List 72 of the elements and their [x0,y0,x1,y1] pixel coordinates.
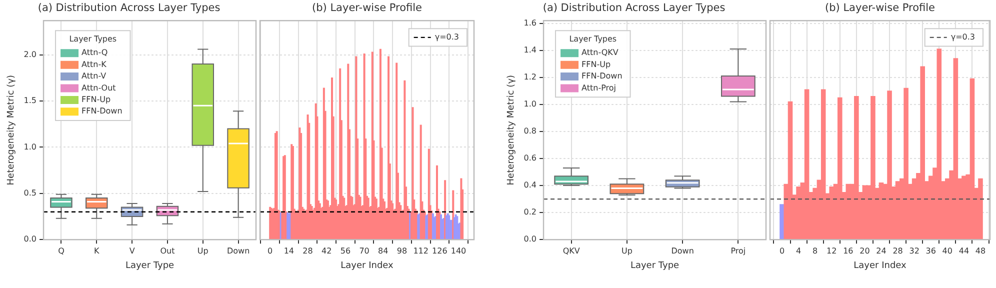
x-tick-label: Proj [730,246,746,256]
y-tick-label: 2.0 [24,50,37,59]
y-tick-label: 1.4 [524,45,537,54]
x-tick-label: 70 [359,246,370,256]
x-axis-title: Layer Type [125,260,175,271]
x-tick-label: V [129,246,136,256]
x-tick-label: 44 [958,246,970,256]
x-tick-label: 56 [340,246,351,256]
x-tick-label: 126 [432,246,448,256]
x-tick-label: Down [226,246,250,256]
x-tick-label: 28 [892,246,903,256]
x-tick-label: 0 [268,246,273,256]
y-tick-label: 0.8 [524,126,537,136]
legend-label: Attn-K [82,60,108,69]
legend-label: γ=0.3 [434,32,460,42]
x-tick-label: 42 [322,246,332,256]
x-tick-label: 0 [779,246,785,256]
legend-label: γ=0.3 [950,32,976,42]
x-tick-label: 112 [413,246,428,256]
x-tick-label: 12 [826,246,837,256]
y-tick-label: 0.0 [524,234,537,244]
legend-label: FFN-Up [582,60,611,69]
x-tick-label: Up [197,246,208,256]
x-tick-label: 32 [909,246,920,256]
y-tick-label: 0.6 [524,154,537,163]
x-axis-title: Layer Index [854,260,908,271]
x-tick-label: 98 [396,246,408,256]
y-tick-label: 0.4 [524,180,537,190]
legend-label: FFN-Up [82,95,111,104]
x-tick-label: Down [671,246,694,256]
legend-label: Attn-Proj [582,83,616,92]
x-tick-label: 84 [378,246,388,256]
x-tick-label: K [94,246,100,256]
x-tick-label: 16 [843,246,854,256]
x-tick-label: 140 [450,246,466,256]
x-tick-label: 48 [975,246,986,256]
y-tick-label: 0.0 [24,234,37,244]
y-tick-label: 0.5 [24,188,37,198]
x-tick-label: Out [160,246,175,256]
x-tick-label: 24 [876,246,886,256]
chart-title: (a) Distribution Across Layer Types [38,2,220,14]
y-tick-label: 0.2 [524,208,537,217]
chart-title: (b) Layer-wise Profile [824,2,936,14]
legend-label: Attn-Out [82,83,116,92]
y-tick-label: 1.6 [524,18,537,28]
x-tick-label: Q [58,246,64,256]
x-tick-label: QKV [562,246,580,256]
legend-label: FFN-Down [82,106,122,116]
chart-title: (a) Distribution Across Layer Types [542,2,726,14]
legend-label: FFN-Down [582,72,622,81]
legend-label: Attn-V [82,72,107,81]
x-tick-label: 14 [284,246,294,256]
legend-title: Layer Types [69,34,117,44]
legend-label: Attn-Q [82,48,108,58]
x-tick-label: 36 [926,246,936,256]
x-tick-label: Up [621,246,632,256]
y-tick-label: 1.0 [24,142,37,152]
x-tick-label: 20 [860,246,870,256]
y-tick-label: 1.0 [524,99,537,108]
y-tick-label: 1.2 [524,72,537,82]
chart-title: (b) Layer-wise Profile [312,2,422,14]
x-tick-label: 28 [302,246,313,256]
y-axis-title: Heterogeneity Metric (γ) [506,74,517,186]
x-axis-title: Layer Index [340,260,394,271]
y-axis-title: Heterogeneity Metric (γ) [6,74,17,186]
x-tick-label: 4 [796,246,802,256]
x-tick-label: 8 [812,246,818,256]
legend-label: Attn-QKV [582,48,619,58]
y-tick-label: 1.5 [24,96,37,106]
x-axis-title: Layer Type [630,260,680,271]
legend-title: Layer Types [569,34,617,44]
x-tick-label: 40 [942,246,952,256]
